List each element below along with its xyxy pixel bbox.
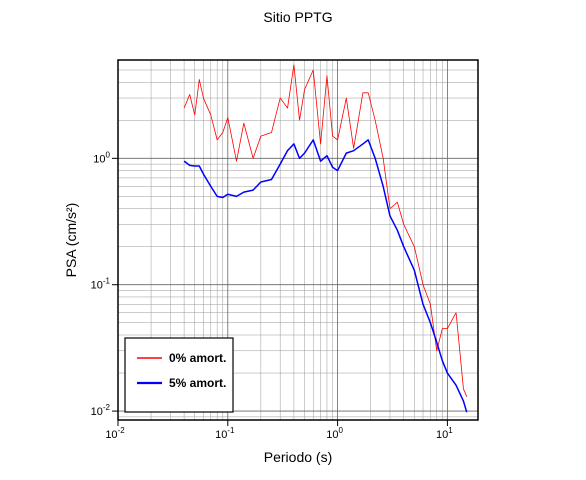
y-tick-label-base: 10	[91, 280, 103, 292]
x-tick-label-base: 10	[105, 429, 117, 441]
legend-box	[124, 337, 234, 413]
x-tick-label: 10-1	[215, 426, 235, 441]
y-tick-label: 10-1	[91, 277, 111, 292]
y-tick-label-base: 10	[93, 153, 105, 165]
y-tick-label-base: 10	[91, 406, 103, 418]
series-line	[183, 64, 468, 397]
y-tick-label: 10-2	[91, 403, 111, 418]
x-tick-label-exponent: -1	[227, 426, 235, 435]
x-tick-label: 10-2	[105, 426, 125, 441]
x-axis-label: Periodo (s)	[264, 449, 332, 465]
y-tick-label-exponent: -1	[103, 277, 111, 286]
y-tick-label-exponent: -2	[103, 403, 111, 412]
x-tick-label: 100	[326, 426, 343, 441]
x-tick-label-base: 10	[436, 429, 448, 441]
y-tick-label: 100	[93, 150, 110, 165]
x-tick-label: 101	[436, 426, 453, 441]
y-axis-label: PSA (cm/s²)	[63, 203, 79, 278]
legend-label: 5% amort.	[169, 376, 226, 390]
x-tick-label-exponent: 0	[338, 426, 343, 435]
x-tick-label-base: 10	[215, 429, 227, 441]
x-tick-label-base: 10	[326, 429, 338, 441]
chart-title: Sitio PPTG	[263, 9, 332, 25]
legend-label: 0% amort.	[169, 351, 226, 365]
x-tick-label-exponent: 1	[448, 426, 453, 435]
plot-frame	[117, 59, 479, 421]
series-line	[183, 139, 468, 413]
y-tick-label-exponent: 0	[106, 150, 111, 159]
x-tick-label-exponent: -2	[118, 426, 126, 435]
